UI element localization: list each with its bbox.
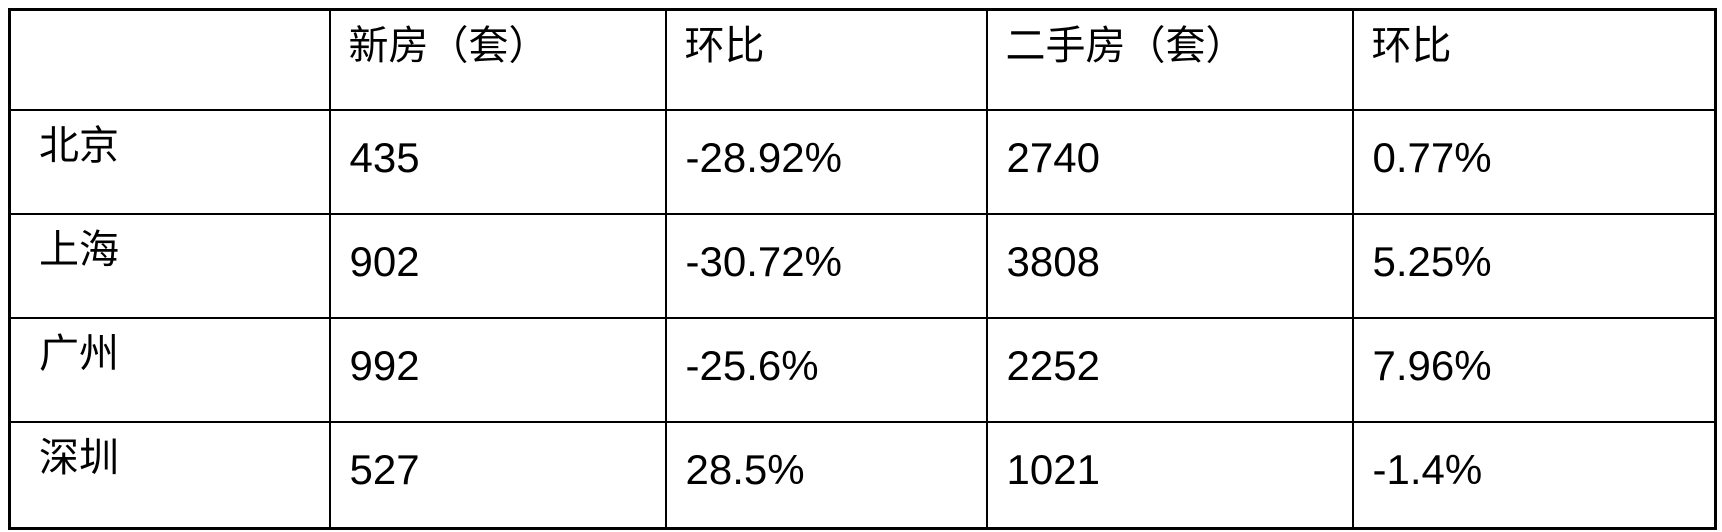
table-row-beijing: 北京 435 -28.92% 2740 0.77% <box>8 108 1717 215</box>
new-homes-value: 435 <box>328 108 667 215</box>
header-cell-second-hand: 二手房（套） <box>985 8 1354 111</box>
second-hand-value: 2252 <box>985 316 1354 423</box>
second-hand-value: 1021 <box>985 420 1354 530</box>
new-homes-value: 902 <box>328 212 667 319</box>
city-label: 上海 <box>8 212 331 319</box>
table-row-shanghai: 上海 902 -30.72% 3808 5.25% <box>8 212 1717 319</box>
second-hand-value: 2740 <box>985 108 1354 215</box>
header-cell-second-hand-mom: 环比 <box>1351 8 1717 111</box>
second-hand-mom-value: 7.96% <box>1351 316 1717 423</box>
new-homes-value: 527 <box>328 420 667 530</box>
header-cell-new-homes-mom: 环比 <box>664 8 988 111</box>
housing-table-container: 新房（套） 环比 二手房（套） 环比 北京 435 -28.92% 2740 0… <box>8 8 1717 530</box>
housing-data-table: 新房（套） 环比 二手房（套） 环比 北京 435 -28.92% 2740 0… <box>8 8 1717 530</box>
second-hand-mom-value: 5.25% <box>1351 212 1717 319</box>
header-cell-empty <box>8 8 331 111</box>
city-label: 北京 <box>8 108 331 215</box>
city-label: 广州 <box>8 316 331 423</box>
new-homes-mom-value: -25.6% <box>664 316 988 423</box>
new-homes-mom-value: -28.92% <box>664 108 988 215</box>
table-row-shenzhen: 深圳 527 28.5% 1021 -1.4% <box>8 420 1717 530</box>
second-hand-mom-value: -1.4% <box>1351 420 1717 530</box>
table-row-guangzhou: 广州 992 -25.6% 2252 7.96% <box>8 316 1717 423</box>
new-homes-mom-value: 28.5% <box>664 420 988 530</box>
header-cell-new-homes: 新房（套） <box>328 8 667 111</box>
header-row: 新房（套） 环比 二手房（套） 环比 <box>8 8 1717 111</box>
second-hand-mom-value: 0.77% <box>1351 108 1717 215</box>
city-label: 深圳 <box>8 420 331 530</box>
second-hand-value: 3808 <box>985 212 1354 319</box>
new-homes-mom-value: -30.72% <box>664 212 988 319</box>
new-homes-value: 992 <box>328 316 667 423</box>
